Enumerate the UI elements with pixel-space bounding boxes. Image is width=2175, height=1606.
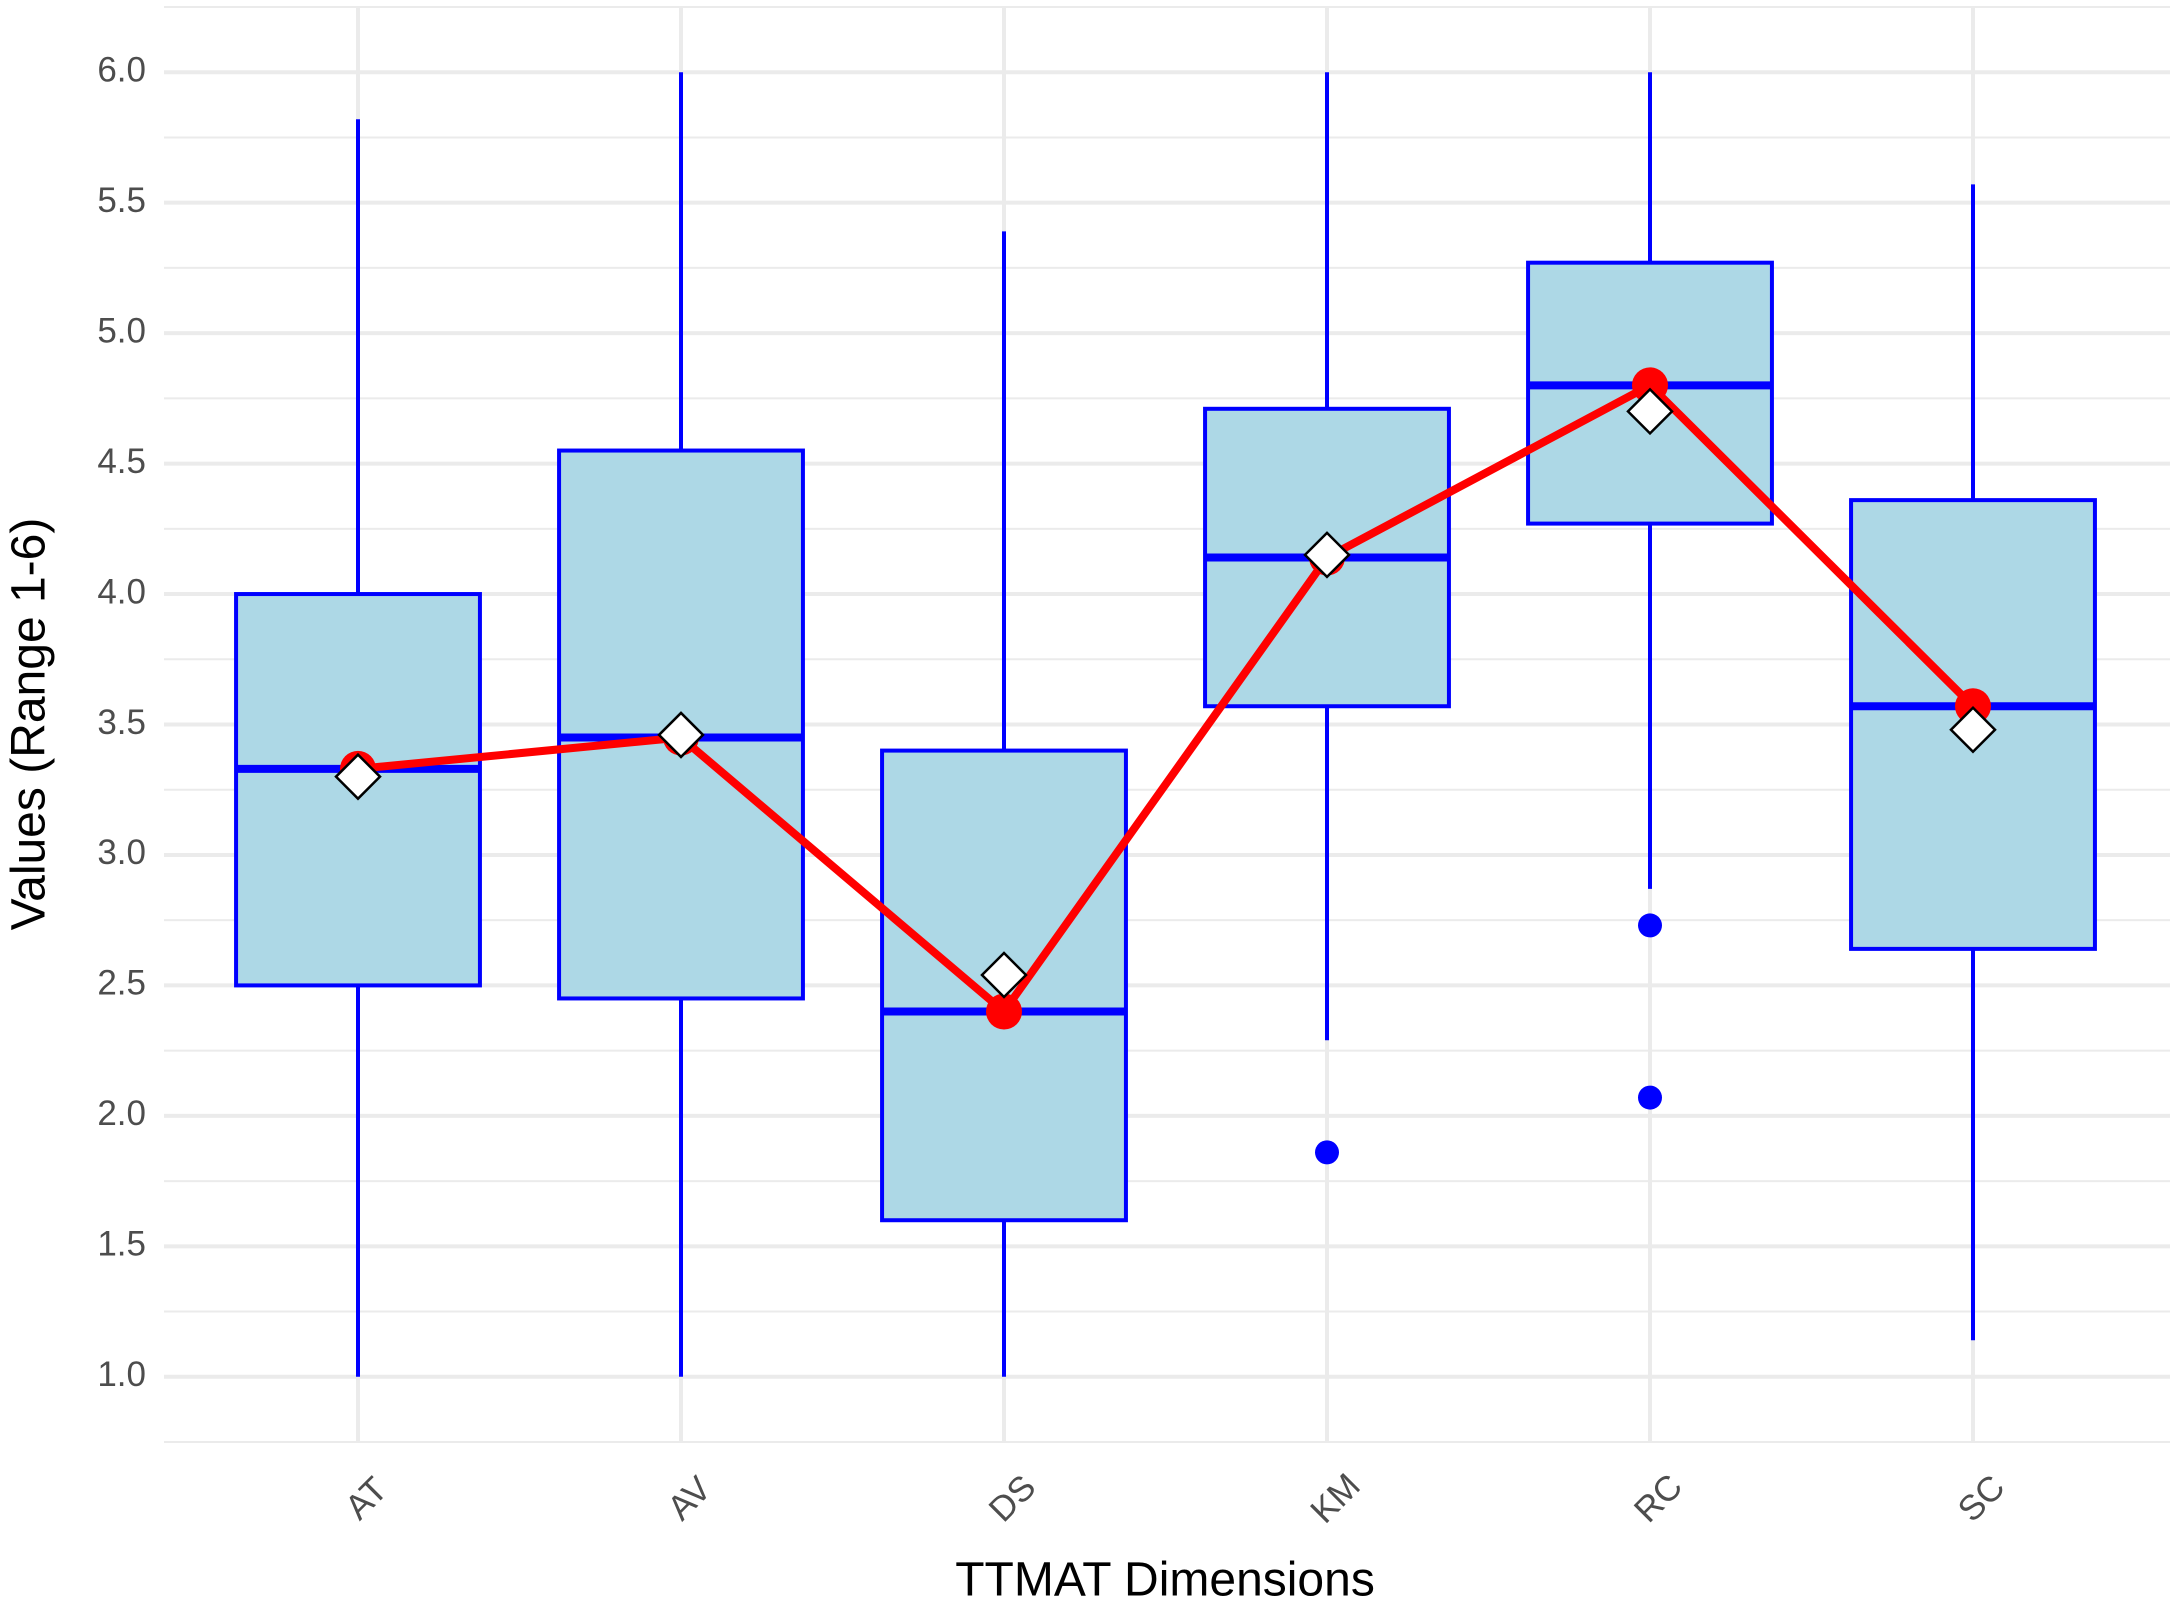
mean-marker xyxy=(334,752,382,801)
x-tick-label: AV xyxy=(660,1469,719,1528)
y-tick-label: 1.5 xyxy=(97,1225,146,1264)
outlier xyxy=(1315,1140,1339,1165)
mean-marker xyxy=(657,711,705,759)
y-tick-label: 4.5 xyxy=(97,442,146,481)
y-tick-label: 1.0 xyxy=(97,1355,146,1394)
x-tick-label: RC xyxy=(1627,1467,1690,1530)
y-tick-label: 2.0 xyxy=(97,1094,146,1133)
mean-marker xyxy=(980,951,1028,999)
x-tick-label: SC xyxy=(1950,1467,2012,1529)
y-tick-label: 5.0 xyxy=(97,311,146,350)
mean-marker xyxy=(1303,531,1351,579)
y-tick-label: 6.0 xyxy=(97,50,146,89)
y-tick-label: 5.5 xyxy=(97,181,146,220)
y-tick-label: 3.0 xyxy=(97,833,146,872)
y-tick-label: 4.0 xyxy=(97,572,146,611)
x-tick-label: KM xyxy=(1303,1466,1368,1531)
x-axis-title: TTMAT Dimensions xyxy=(955,1554,1375,1606)
y-tick-label: 3.5 xyxy=(97,703,146,742)
y-axis-title: Values (Range 1-6) xyxy=(3,518,56,931)
x-tick-label: AT xyxy=(338,1470,395,1527)
y-tick-label: 2.5 xyxy=(97,964,146,1003)
mean-marker xyxy=(1949,705,1997,754)
x-tick-label: DS xyxy=(981,1467,1043,1529)
mean-marker xyxy=(1626,387,1674,436)
median-point xyxy=(1632,367,1668,404)
median-trend-line xyxy=(357,381,1976,1016)
outlier xyxy=(1638,913,1662,938)
median-point xyxy=(986,993,1022,1030)
outlier xyxy=(1638,1085,1662,1110)
